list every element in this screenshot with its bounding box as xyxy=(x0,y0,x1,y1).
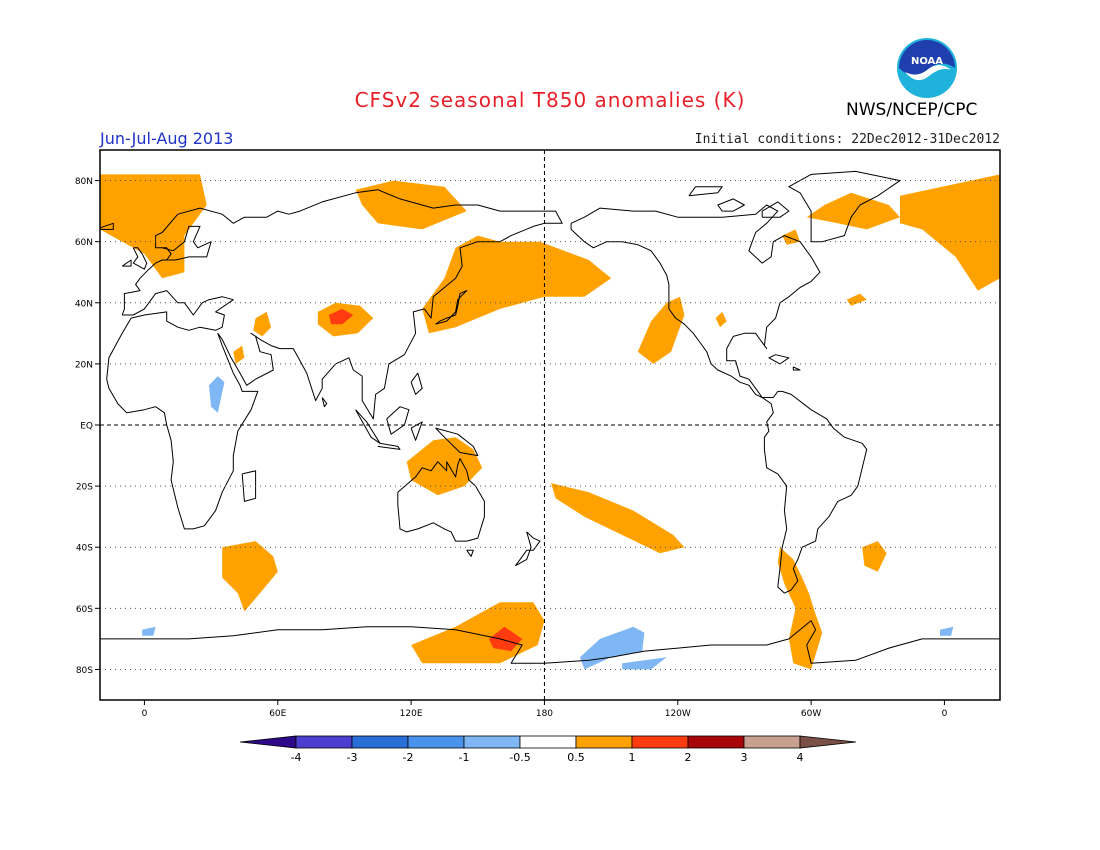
logo-bird xyxy=(905,65,951,81)
coastline xyxy=(688,186,723,197)
anomaly-region-middle-east xyxy=(253,311,272,337)
coastline xyxy=(355,409,381,444)
lat-tick-label: 40N xyxy=(75,299,93,309)
colorbar-cell xyxy=(631,735,689,749)
noaa-logo: NOAA xyxy=(897,38,957,98)
colorbar-tick-label: 2 xyxy=(685,751,692,764)
colorbar-cell xyxy=(407,735,465,749)
coastline xyxy=(321,397,328,408)
coastline xyxy=(435,290,468,325)
colorbar-tick-label: -2 xyxy=(403,751,414,764)
lat-tick-label: EQ xyxy=(80,422,93,432)
colorbar-tick-label: 3 xyxy=(741,751,748,764)
lat-tick-label: 80S xyxy=(76,666,93,676)
anomaly-region-ross-sea-cool xyxy=(580,626,645,670)
anomaly-region-north-atlantic-europe-wrap xyxy=(900,174,1000,291)
coastline xyxy=(100,222,114,230)
colorbar-cell xyxy=(575,735,633,749)
anomaly-region-east-asia-north-pacific xyxy=(422,235,612,334)
colorbar-cell-min xyxy=(239,735,297,749)
lat-tick-label: 60N xyxy=(75,238,93,248)
anomaly-region-north-siberia xyxy=(355,180,467,230)
colorbar-cell-max xyxy=(799,735,857,749)
initial-conditions-label: Initial conditions: 22Dec2012-31Dec2012 xyxy=(694,132,1000,147)
colorbar-cell xyxy=(743,735,801,749)
colorbar-tick-label: 1 xyxy=(629,751,636,764)
coastline xyxy=(466,549,474,557)
lon-tick-label: 120W xyxy=(665,709,691,719)
anomaly-region-tibet-core xyxy=(328,308,354,325)
coastline xyxy=(761,201,790,218)
lon-tick-label: 0 xyxy=(142,709,148,719)
coastline xyxy=(792,366,801,371)
lon-tick-label: 60W xyxy=(801,709,821,719)
anomaly-region-north-pacific-east xyxy=(637,296,685,364)
logo-text: NOAA xyxy=(911,56,943,67)
anomaly-region-east-africa-cool xyxy=(208,376,225,413)
coastline xyxy=(717,198,745,212)
anomaly-region-arabia xyxy=(233,345,245,364)
anomaly-map: 80N 60N 40N 20N EQ 20S 40S 60S 80S 0 60E 120E 180 12… xyxy=(75,149,1001,719)
coastline xyxy=(132,247,148,270)
anomaly-region-western-us xyxy=(715,311,727,328)
map-title: CFSv2 seasonal T850 anomalies (K) xyxy=(354,88,746,112)
agency-label: NWS/NCEP/CPC xyxy=(846,100,978,120)
coastline xyxy=(410,372,423,395)
coastline xyxy=(435,427,479,457)
lat-tick-label: 60S xyxy=(76,605,93,615)
lat-tick-label: 80N xyxy=(75,177,93,187)
colorbar-cell xyxy=(351,735,409,749)
coastline xyxy=(121,259,132,267)
coastline xyxy=(106,189,563,530)
colorbar-cell xyxy=(519,735,577,749)
coastline xyxy=(241,470,257,502)
lon-tick-label: 120E xyxy=(400,709,423,719)
lon-tick-label: 180 xyxy=(536,709,553,719)
season-label: Jun-Jul-Aug 2013 xyxy=(100,129,234,148)
colorbar-tick-label: -3 xyxy=(347,751,358,764)
anomaly-region-weddell-cool xyxy=(142,626,156,636)
logo-core xyxy=(899,40,955,76)
anomaly-region-south-pacific-band xyxy=(551,483,685,554)
colorbar-cell xyxy=(463,735,521,749)
coastline xyxy=(162,225,212,261)
lat-tick-label: 20N xyxy=(75,360,93,370)
anomaly-region-southern-ocean-central xyxy=(411,602,545,664)
lon-tick-label: 0 xyxy=(942,709,948,719)
lon-tick-label: 60E xyxy=(269,709,286,719)
anomaly-region-weddell-cool-wrap xyxy=(940,626,954,636)
colorbar-tick-label: -0.5 xyxy=(509,751,530,764)
coastline xyxy=(377,442,401,450)
colorbar-tick-label: 4 xyxy=(797,751,804,764)
coastline xyxy=(570,204,868,594)
colorbar-tick-label: -1 xyxy=(459,751,470,764)
lat-tick-label: 40S xyxy=(76,544,93,554)
colorbar-tick-label: 0.5 xyxy=(567,751,585,764)
coastline xyxy=(397,458,485,542)
anomaly-region-north-atlantic-mid xyxy=(846,293,867,306)
anomaly-region-arctic-canada xyxy=(806,192,900,230)
coastline xyxy=(768,354,790,365)
coastline xyxy=(100,620,1000,664)
colorbar-tick-label: -4 xyxy=(291,751,302,764)
anomaly-region-hudson xyxy=(782,229,800,245)
anomaly-region-southern-ocean-core xyxy=(488,626,523,652)
colorbar-cell xyxy=(295,735,353,749)
anomaly-region-south-atlantic xyxy=(862,541,887,572)
colorbar-cell xyxy=(687,735,745,749)
coastline xyxy=(386,406,410,435)
anomaly-region-north-atlantic-europe xyxy=(100,174,207,279)
anomaly-region-south-indian-ocean xyxy=(222,541,278,612)
anomaly-region-northern-australia xyxy=(406,437,483,496)
colorbar: -4 -3 -2 -1 -0.5 0.5 1 2 3 4 xyxy=(239,735,857,764)
anomaly-region-amundsen-cool xyxy=(622,657,667,670)
coastline xyxy=(515,531,541,567)
lat-tick-label: 20S xyxy=(76,483,93,493)
